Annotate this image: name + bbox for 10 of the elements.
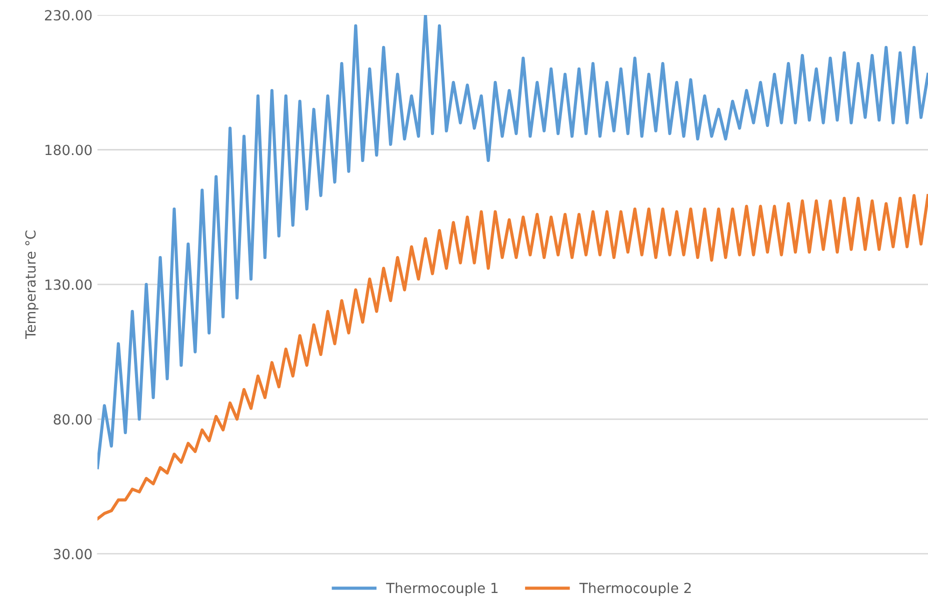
y-tick-label: 130.00 bbox=[46, 279, 92, 290]
line-series bbox=[97, 194, 928, 520]
y-tick-label: 80.00 bbox=[54, 414, 92, 425]
legend-label: Thermocouple 1 bbox=[386, 582, 498, 596]
y-axis-title: Temperature °C bbox=[25, 230, 38, 339]
y-tick-label: 180.00 bbox=[46, 144, 92, 156]
legend-label: Thermocouple 2 bbox=[579, 582, 691, 596]
line-series bbox=[97, 15, 928, 470]
y-tick-label: 230.00 bbox=[45, 10, 92, 21]
y-tick-label: 30.00 bbox=[54, 548, 92, 560]
